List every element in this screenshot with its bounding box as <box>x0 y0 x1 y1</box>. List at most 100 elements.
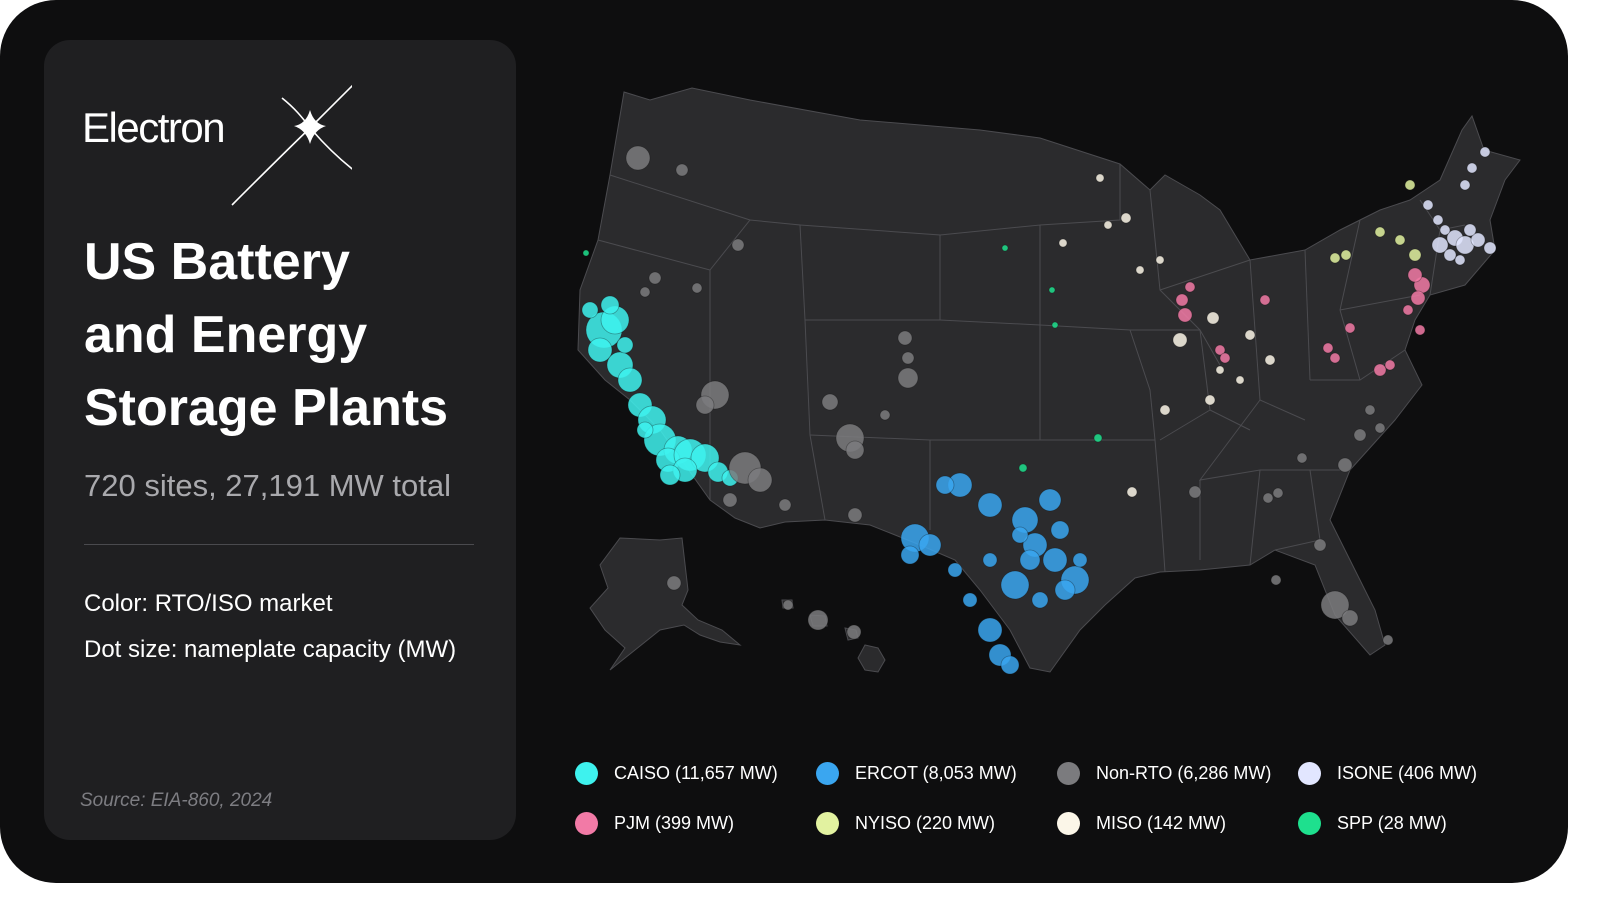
miso-plant-dot <box>1155 255 1165 265</box>
nonrto-plant-dot <box>1374 422 1386 434</box>
nonrto-plant-dot <box>695 395 715 415</box>
ercot-plant-dot <box>1050 520 1070 540</box>
color-note: Color: RTO/ISO market <box>84 590 333 617</box>
nyiso-plant-dot <box>1404 179 1416 191</box>
miso-plant-dot <box>1135 265 1145 275</box>
nonrto-plant-dot <box>782 599 794 611</box>
ercot-plant-dot <box>982 552 998 568</box>
nonrto-plant-dot <box>1341 609 1359 627</box>
nonrto-plant-dot <box>1337 457 1353 473</box>
pjm-plant-dot <box>1414 324 1426 336</box>
nonrto-plant-dot <box>778 498 792 512</box>
legend-item-nyiso: NYISO (220 MW) <box>816 808 995 838</box>
caiso-plant-dot <box>587 337 613 363</box>
contiguous-us-shape <box>577 87 1521 673</box>
title-line-2: and Energy <box>84 306 368 364</box>
nonrto-plant-dot <box>648 271 662 285</box>
nonrto-plant-dot <box>821 393 839 411</box>
ercot-plant-dot <box>1000 570 1030 600</box>
nyiso-plant-dot <box>1329 252 1341 264</box>
legend-swatch-spp <box>1298 811 1321 835</box>
caiso-plant-dot <box>600 295 620 315</box>
pjm-plant-dot <box>1402 304 1414 316</box>
logo-wordmark: Electron <box>82 104 226 151</box>
isone-plant-dot <box>1483 241 1497 255</box>
miso-plant-dot <box>1235 375 1245 385</box>
spp-plant-dot <box>1018 463 1028 473</box>
miso-plant-dot <box>1204 394 1216 406</box>
isone-plant-dot <box>1439 224 1451 236</box>
nonrto-plant-dot <box>807 609 829 631</box>
nonrto-plant-dot <box>897 330 913 346</box>
nyiso-plant-dot <box>1408 248 1422 262</box>
spp-plant-dot <box>582 249 590 257</box>
us-map <box>577 87 1521 675</box>
legend-swatch-nonrto <box>1057 761 1080 785</box>
nonrto-plant-dot <box>1320 590 1350 620</box>
pjm-plant-dot <box>1407 267 1423 283</box>
divider <box>84 544 474 545</box>
legend-item-isone: ISONE (406 MW) <box>1298 758 1477 788</box>
pjm-plant-dot <box>1214 344 1226 356</box>
pjm-plant-dot <box>1329 352 1341 364</box>
x-mark-icon <box>231 84 352 206</box>
page-title: US Battery and Energy Storage Plants <box>84 226 504 445</box>
legend-item-caiso: CAISO (11,657 MW) <box>575 758 778 788</box>
caiso-plant-dot <box>616 336 634 354</box>
miso-plant-dot <box>1120 212 1132 224</box>
legend-label-spp: SPP (28 MW) <box>1337 812 1447 833</box>
miso-plant-dot <box>1159 404 1171 416</box>
isone-plant-dot <box>1466 162 1478 174</box>
ercot-plant-dot <box>977 492 1003 518</box>
isone-plant-dot <box>1432 214 1444 226</box>
ercot-plant-dot <box>947 562 963 578</box>
nyiso-plant-dot <box>1394 234 1406 246</box>
title-line-3: Storage Plants <box>84 379 449 437</box>
ercot-plant-dot <box>1054 579 1076 601</box>
caiso-plant-dot <box>636 421 654 439</box>
legend-item-miso: MISO (142 MW) <box>1057 808 1226 838</box>
pjm-plant-dot <box>1259 294 1271 306</box>
isone-plant-dot <box>1431 236 1449 254</box>
isone-plant-dot <box>1459 179 1471 191</box>
nonrto-plant-dot <box>1364 404 1376 416</box>
isone-plant-dot <box>1422 199 1434 211</box>
nonrto-plant-dot <box>1262 492 1274 504</box>
legend-swatch-nyiso <box>816 811 839 835</box>
ercot-plant-dot <box>962 592 978 608</box>
nonrto-plant-dot <box>666 575 682 591</box>
legend-label-ercot: ERCOT (8,053 MW) <box>855 762 1017 783</box>
ercot-plant-dot <box>935 475 955 495</box>
legend-item-pjm: PJM (399 MW) <box>575 808 734 838</box>
ercot-plant-dot <box>1031 591 1049 609</box>
nyiso-plant-dot <box>1374 226 1386 238</box>
pjm-plant-dot <box>1384 359 1396 371</box>
nonrto-plant-dot <box>1272 487 1284 499</box>
pjm-plant-dot <box>1322 342 1334 354</box>
legend-swatch-miso <box>1057 811 1080 835</box>
ercot-plant-dot <box>1011 526 1029 544</box>
miso-plant-dot <box>1058 238 1068 248</box>
legend: CAISO (11,657 MW) ERCOT (8,053 MW) Non-R… <box>575 758 1535 848</box>
ercot-plant-dot <box>977 617 1003 643</box>
nonrto-plant-dot <box>747 467 773 493</box>
nonrto-plant-dot <box>731 238 745 252</box>
pjm-plant-dot <box>1177 307 1193 323</box>
ercot-plant-dot <box>1072 552 1088 568</box>
legend-swatch-isone <box>1298 761 1321 785</box>
legend-swatch-caiso <box>575 761 598 785</box>
ercot-plant-dot <box>1000 655 1020 675</box>
ercot-plant-dot <box>900 545 920 565</box>
nonrto-plant-dot <box>691 282 703 294</box>
info-panel: Electron US Battery and Energy Storage P… <box>44 40 516 840</box>
miso-plant-dot <box>1172 332 1188 348</box>
legend-label-miso: MISO (142 MW) <box>1096 812 1227 833</box>
nonrto-plant-dot <box>879 409 891 421</box>
legend-item-nonrto: Non-RTO (6,286 MW) <box>1057 758 1271 788</box>
legend-item-spp: SPP (28 MW) <box>1298 808 1447 838</box>
spp-plant-dot <box>1048 286 1056 294</box>
legend-swatch-ercot <box>816 761 839 785</box>
alaska-shape <box>589 537 742 671</box>
nonrto-plant-dot <box>1270 574 1282 586</box>
